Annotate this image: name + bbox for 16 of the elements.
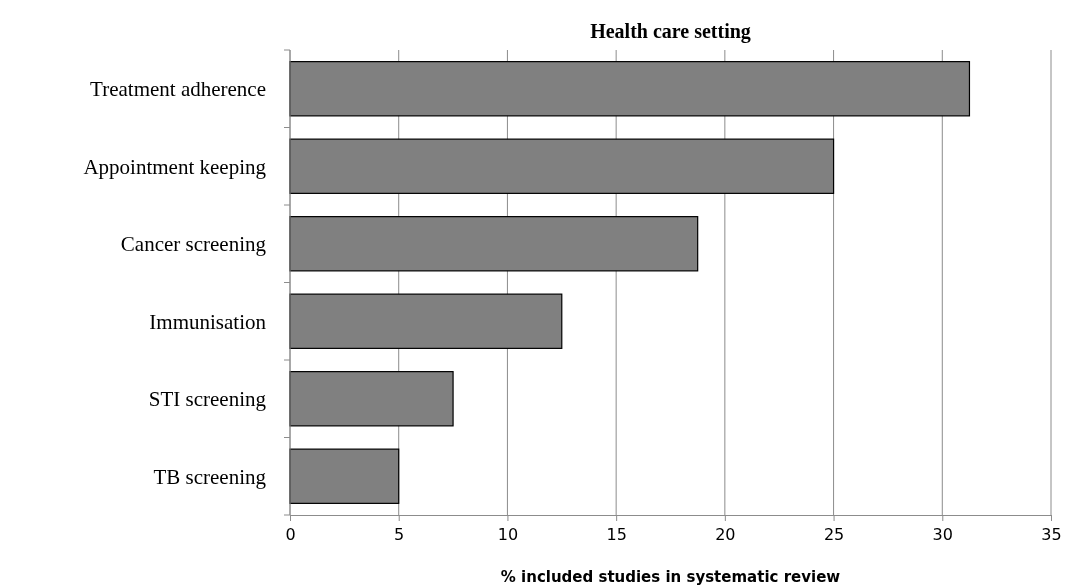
x-tick-label: 5 <box>394 525 405 545</box>
y-tick-label: STI screening <box>148 387 267 412</box>
x-axis-title: % included studies in systematic review <box>500 568 841 586</box>
x-tick-label: 10 <box>497 525 519 545</box>
y-tick-label: TB screening <box>153 464 267 489</box>
x-tick-label: 0 <box>285 525 296 545</box>
x-tick-label: 15 <box>606 525 627 545</box>
chart-title: Health care setting <box>590 20 751 43</box>
x-tick-label: 25 <box>823 525 845 545</box>
y-tick-label: Appointment keeping <box>83 154 267 179</box>
x-tick-label: 35 <box>1041 525 1062 545</box>
x-tick-label: 30 <box>932 525 953 545</box>
y-tick-label: Cancer screening <box>120 232 267 257</box>
x-tick-label: 20 <box>715 525 736 545</box>
y-tick-label: Immunisation <box>149 309 267 334</box>
y-tick-label: Treatment adherence <box>90 77 266 102</box>
